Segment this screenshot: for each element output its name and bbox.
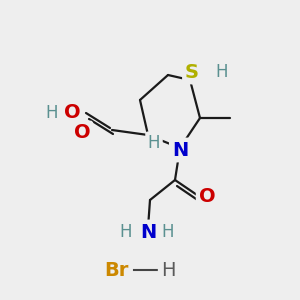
- Text: N: N: [140, 223, 156, 242]
- Text: O: O: [74, 124, 90, 142]
- Text: H: H: [162, 223, 174, 241]
- Text: N: N: [172, 140, 188, 160]
- Text: H: H: [161, 260, 175, 280]
- Text: H: H: [148, 134, 160, 152]
- Text: O: O: [64, 103, 80, 122]
- Text: Br: Br: [104, 260, 128, 280]
- Text: O: O: [199, 188, 215, 206]
- Text: H: H: [216, 63, 228, 81]
- Text: S: S: [185, 62, 199, 82]
- Text: H: H: [46, 104, 58, 122]
- Text: H: H: [120, 223, 132, 241]
